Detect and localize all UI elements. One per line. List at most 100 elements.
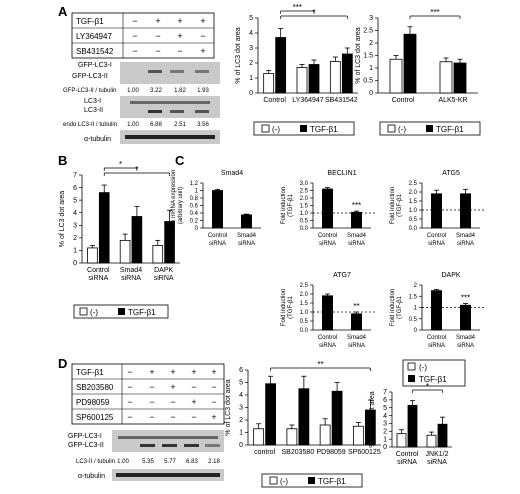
- chart-c1: 00.2 0.40.6 0.81 1.2 Relative mRNA expressio…: [171, 170, 261, 247]
- x-tick-label: control: [254, 449, 275, 456]
- y-tick-label: 3: [383, 421, 387, 428]
- panel-letter-a: A: [58, 4, 68, 19]
- x-tick-label: Smad4: [456, 335, 476, 341]
- x-tick-label: Smad4: [347, 335, 367, 341]
- y-tick-label: 0.5: [409, 317, 418, 323]
- treatment-sign: −: [211, 382, 216, 392]
- bar: [152, 244, 164, 264]
- bar: [396, 433, 407, 448]
- y-tick-label: 2.0: [300, 292, 309, 298]
- y-axis-label: Fold induction: [281, 187, 287, 224]
- y-axis-label: (TGF-β1: [288, 193, 294, 216]
- blot-gfp-lc3-d: [112, 430, 224, 452]
- panel-d-blot: GFP-LC3-I GFP-LC3-II α-tubulin LC3-II / …: [68, 430, 224, 481]
- significance-marker: *: [312, 8, 315, 17]
- ratio-value: 1.00: [117, 459, 129, 465]
- panel-letter-b: B: [58, 153, 67, 168]
- y-tick-label: 2: [383, 428, 387, 435]
- x-tick-label: siRNA: [427, 459, 447, 466]
- bar: [407, 404, 418, 448]
- x-tick-label: Smad4: [237, 233, 257, 239]
- blot-label-gfp-lc3-i: GFP-LC3-I: [78, 62, 112, 69]
- y-axis-label: Fold induction: [390, 187, 396, 224]
- legend-d2: (-) TGF-β1: [402, 359, 466, 387]
- y-axis-label: % of LC3 dot area: [355, 27, 362, 84]
- treatment-sign: −: [191, 412, 196, 422]
- chart-c3: 0.0 0.5 1.0 1.5 2.0 2.5 Fold induction (TGF-β1 A…: [390, 170, 486, 247]
- treatment-sign: +: [200, 16, 205, 26]
- ratio-value: 5.77: [164, 459, 176, 465]
- significance-marker: ***: [352, 201, 361, 210]
- y-tick-label: 4: [73, 210, 77, 217]
- y-tick-label: 6: [383, 397, 387, 404]
- y-axis-label: (TGF-β1: [397, 193, 403, 216]
- y-tick-label: 1: [195, 189, 199, 195]
- x-tick-label: Control: [427, 233, 446, 239]
- bar: [329, 61, 341, 94]
- chart-d1: 0 1 2 3 4 5 6 % of LC3 dot area control SB203580 P…: [225, 360, 381, 456]
- blot-label-gfp-lc3-ii: GFP-LC3-II: [72, 73, 108, 80]
- treatment-sign: −: [177, 46, 182, 56]
- bar: [131, 216, 143, 264]
- significance-marker: ***: [293, 3, 302, 12]
- legend-label-pos: TGF-β1: [310, 125, 338, 134]
- bar: [389, 58, 403, 94]
- y-tick-label: 5: [73, 197, 77, 204]
- y-tick-label: 1.5: [300, 204, 309, 210]
- y-tick-label: 1: [239, 430, 243, 437]
- legend-a1: (-) TGF-β1: [253, 121, 355, 136]
- x-tick-label: siRNA: [319, 343, 336, 349]
- ratio-value: 3.56: [197, 122, 209, 128]
- y-tick-label: 5: [249, 15, 253, 22]
- x-tick-label: siRNA: [348, 343, 365, 349]
- chart-title: ATG5: [442, 170, 460, 177]
- y-axis-label: Relative mRNA expression: [171, 170, 177, 241]
- chart-a2: 0 0.5 1 1.5 2 2.5 3 % of LC3 dot area Control ALK…: [355, 8, 478, 104]
- y-tick-label: 3: [369, 15, 373, 22]
- bar: [439, 61, 453, 94]
- legend-label-pos: TGF-β1: [318, 477, 346, 486]
- y-axis-label: (arbitrary unit): [178, 187, 184, 224]
- y-tick-label: 0: [73, 260, 77, 267]
- panel-a-ratios: 1.00 3.22 1.82 1.93 1.00 6.88 2.51 3.56: [127, 88, 209, 128]
- chart-title: DAPK: [441, 272, 460, 279]
- treatment-sign: +: [211, 367, 216, 377]
- y-axis-label: Fold induction: [390, 289, 396, 326]
- y-tick-label: 1.0: [300, 310, 309, 316]
- chart-c2: 0.00.5 1.01.5 2.02.5 3.0 Fold induction (TGF-…: [281, 170, 377, 247]
- bar: [263, 73, 275, 94]
- bar: [437, 423, 448, 448]
- x-tick-label: siRNA: [154, 275, 174, 282]
- y-tick-label: 5: [383, 405, 387, 412]
- bar: [241, 214, 252, 229]
- legend-a2: (-) TGF-β1: [379, 121, 481, 136]
- y-tick-label: 1: [383, 436, 387, 443]
- x-tick-label: Smad4: [347, 233, 367, 239]
- y-axis-label: % of LC3 dot area: [235, 27, 242, 84]
- panel-a-signs: − + + + − − + − − − − +: [132, 16, 205, 56]
- y-tick-label: 4: [383, 413, 387, 420]
- chart-title: ATG7: [333, 272, 351, 279]
- y-tick-label: 0.8: [190, 196, 199, 202]
- panel-a-blot: GFP-LC3-I GFP-LC3-II LC3-I LC3-II α-tubu…: [63, 62, 220, 144]
- y-tick-label: 2: [73, 235, 77, 242]
- significance-marker: **: [317, 360, 323, 369]
- chart-a1: 0 1 2 3 4 5 % of LC3 dot area Control LY364947 SB…: [235, 3, 358, 104]
- bar: [298, 388, 310, 446]
- bar: [426, 434, 437, 448]
- bar: [308, 64, 320, 94]
- row-label-tgf-d: TGF-β1: [76, 368, 104, 377]
- y-tick-label: 1.5: [409, 199, 418, 205]
- x-tick-label: LY364947: [292, 97, 324, 104]
- y-tick-label: 0.5: [300, 319, 309, 325]
- bar: [453, 62, 467, 94]
- legend-label-neg: (-): [90, 308, 98, 317]
- bar: [352, 425, 364, 446]
- legend-label-pos: TGF-β1: [419, 375, 447, 384]
- chart-title: Smad4: [221, 170, 243, 177]
- y-axis-label: (TGF-β1: [397, 295, 403, 318]
- y-tick-label: 0.5: [300, 219, 309, 225]
- row-label-sp600125: SP600125: [76, 413, 114, 422]
- treatment-sign: −: [132, 31, 137, 41]
